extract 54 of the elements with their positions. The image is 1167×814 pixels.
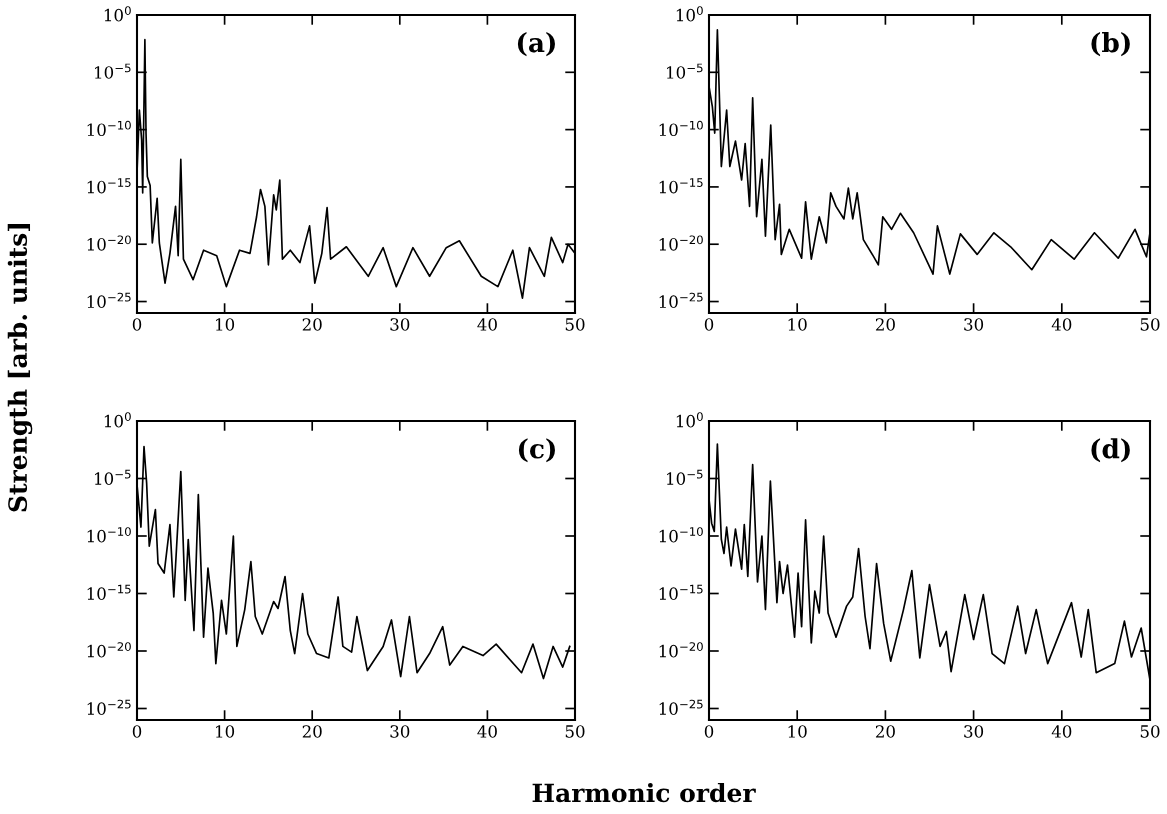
annotation: (c) <box>518 438 555 463</box>
y-tick-label: 10$^{−25}$ <box>659 292 703 308</box>
x-tick-label: 20 <box>875 318 895 331</box>
y-tick-label: 10$^{−10}$ <box>87 120 131 137</box>
y-tick-label: 10$^{−25}$ <box>659 699 703 715</box>
y-tick-label: 10$^{−5}$ <box>95 469 131 485</box>
y-tick-label: 10$^{0}$ <box>676 412 703 428</box>
x-tick-label: 20 <box>302 725 322 738</box>
y-tick-label: 10$^{−15}$ <box>659 178 703 194</box>
x-tick-label: 0 <box>704 725 714 738</box>
y-axis-title: Strength [arb. units] <box>7 224 33 512</box>
x-tick-label: 50 <box>1140 725 1160 738</box>
x-tick-label: 40 <box>1051 318 1072 331</box>
y-tick-label: 10$^{−20}$ <box>87 642 131 658</box>
y-tick-label: 10$^{−20}$ <box>659 235 703 251</box>
y-tick-label: 10$^{−5}$ <box>667 469 703 485</box>
x-tick-label: 30 <box>390 725 410 738</box>
x-tick-label: 50 <box>565 725 585 738</box>
x-tick-label: 0 <box>132 318 142 331</box>
y-tick-label: 10$^{−20}$ <box>659 642 703 658</box>
y-tick-label: 10$^{−15}$ <box>87 178 131 194</box>
x-tick-label: 10 <box>216 318 235 331</box>
x-tick-label: 10 <box>788 725 807 738</box>
y-tick-label: 10$^{−20}$ <box>87 235 131 251</box>
x-tick-label: 30 <box>964 318 984 331</box>
annotation: (a) <box>517 32 555 57</box>
y-tick-label: 10$^{−15}$ <box>87 584 131 600</box>
y-tick-label: 10$^{−10}$ <box>659 527 703 543</box>
y-tick-label: 10$^{0}$ <box>676 6 703 22</box>
x-tick-label: 40 <box>477 725 497 738</box>
y-tick-label: 10$^{0}$ <box>104 412 131 428</box>
x-tick-label: 10 <box>216 725 235 738</box>
y-tick-label: 10$^{−10}$ <box>659 120 703 137</box>
annotation: (d) <box>1091 438 1130 463</box>
x-tick-label: 40 <box>1051 725 1072 738</box>
x-axis-title: Harmonic order <box>532 782 756 803</box>
x-tick-label: 20 <box>302 318 322 331</box>
y-tick-label: 10$^{−15}$ <box>659 584 703 600</box>
y-tick-label: 10$^{−5}$ <box>95 63 131 79</box>
x-tick-label: 50 <box>565 318 585 331</box>
x-tick-label: 0 <box>132 725 142 738</box>
y-tick-label: 10$^{0}$ <box>104 6 131 22</box>
y-tick-label: 10$^{−5}$ <box>667 63 703 79</box>
x-tick-label: 30 <box>390 318 410 331</box>
x-tick-label: 10 <box>788 318 807 331</box>
x-tick-label: 20 <box>875 725 895 738</box>
y-tick-label: 10$^{−25}$ <box>87 699 131 715</box>
y-tick-label: 10$^{−10}$ <box>87 527 131 543</box>
annotation: (b) <box>1091 32 1130 57</box>
y-tick-label: 10$^{−25}$ <box>87 292 131 308</box>
x-tick-label: 0 <box>704 318 714 331</box>
x-tick-label: 50 <box>1140 318 1160 331</box>
x-tick-label: 30 <box>964 725 984 738</box>
x-tick-label: 40 <box>477 318 497 331</box>
